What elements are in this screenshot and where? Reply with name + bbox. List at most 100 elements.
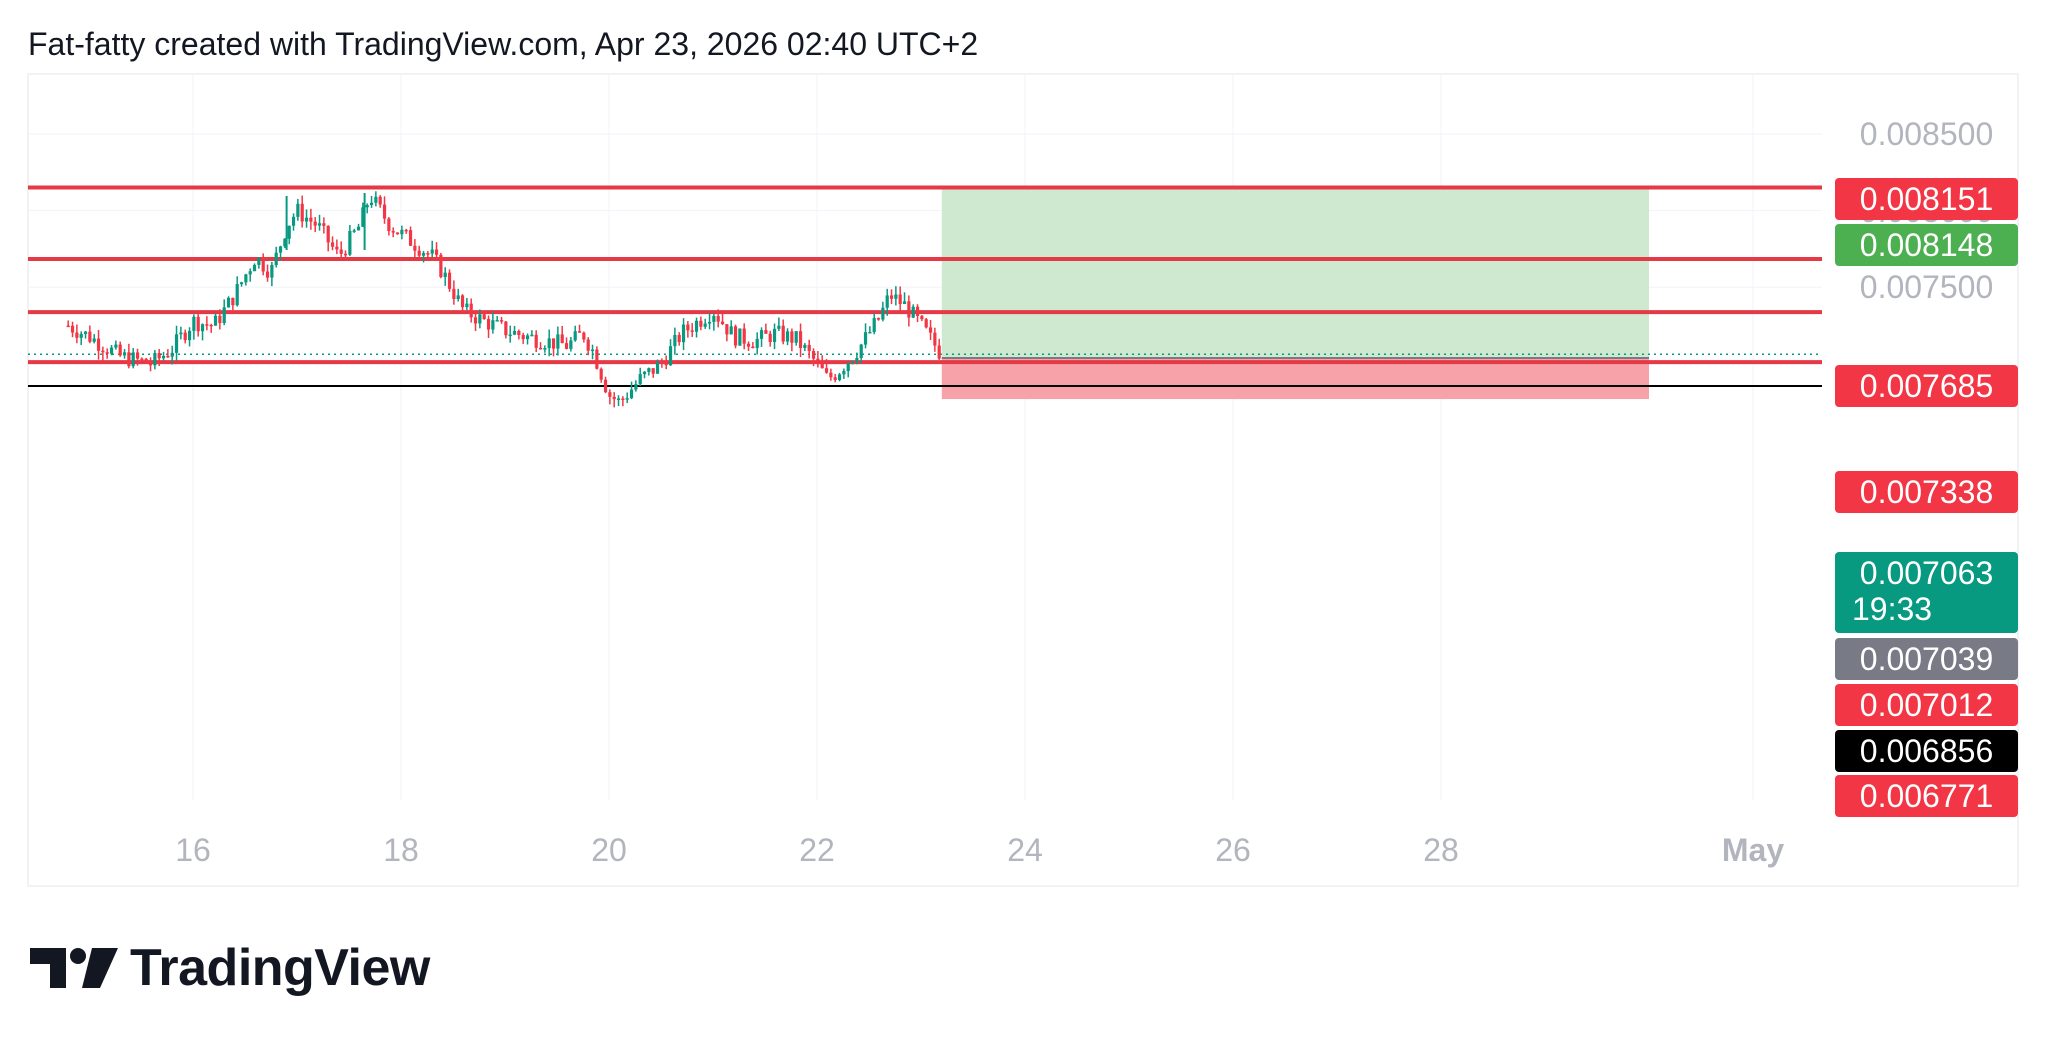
candle-body-up xyxy=(668,346,673,366)
candle-body-down xyxy=(768,333,772,343)
candle-body-down xyxy=(517,330,521,335)
candle-body-down xyxy=(504,321,508,336)
candle-body-down xyxy=(452,288,456,299)
tradingview-wordmark: TradingView xyxy=(130,939,430,997)
candle-body-down xyxy=(330,242,335,247)
candle-body-down xyxy=(460,295,465,308)
candle-body-down xyxy=(621,398,625,400)
candle-body-up xyxy=(647,368,651,372)
chart-frame xyxy=(27,73,2019,887)
candle-body-down xyxy=(599,368,603,380)
candle-body-up xyxy=(83,331,88,334)
candle-body-up xyxy=(192,316,196,331)
candle-body-up xyxy=(235,284,239,306)
candle-body-up xyxy=(759,330,764,339)
candle-body-up xyxy=(755,338,759,349)
candle-body-up xyxy=(131,352,135,367)
candle-body-down xyxy=(746,343,751,347)
candle-body-up xyxy=(270,265,274,278)
candle-body-down xyxy=(300,203,304,222)
price-tag-resistance-2: 0.007685 xyxy=(1835,365,2018,407)
candle-body-up xyxy=(703,323,707,327)
candle-body-down xyxy=(889,295,894,299)
candle-body-up xyxy=(491,320,495,330)
candle-body-up xyxy=(478,314,482,324)
candle-body-down xyxy=(781,325,785,342)
candle-body-up xyxy=(92,338,96,342)
candle-body-up xyxy=(369,202,374,206)
candle-body-down xyxy=(413,245,417,251)
candle-body-down xyxy=(313,221,317,226)
candle-body-down xyxy=(218,315,222,324)
candle-body-up xyxy=(109,347,114,354)
candle-body-up xyxy=(278,246,283,253)
candle-body-down xyxy=(261,257,265,272)
price-tag-resistance-3: 0.007338 xyxy=(1835,471,2018,513)
candle-body-up xyxy=(547,338,551,349)
candle-body-down xyxy=(105,352,109,354)
candle-body-down xyxy=(499,320,504,322)
candle-body-up xyxy=(694,320,699,332)
candle-body-up xyxy=(707,321,712,324)
candle-body-up xyxy=(456,295,460,299)
price-axis-tick: 0.007500 xyxy=(1859,269,1994,306)
candle-body-down xyxy=(166,355,170,358)
candle-body-up xyxy=(352,230,356,232)
candle-body-up xyxy=(287,225,291,239)
candle-body-up xyxy=(655,362,660,374)
candle-body-down xyxy=(933,332,937,346)
time-axis-tick: 24 xyxy=(1007,832,1043,868)
candle-body-down xyxy=(907,301,911,318)
candle-body-up xyxy=(361,207,365,227)
candle-body-up xyxy=(421,253,426,256)
candle-body-down xyxy=(742,328,746,344)
candle-body-up xyxy=(239,282,244,285)
candle-body-up xyxy=(850,361,855,364)
candle-body-down xyxy=(391,231,395,233)
candle-body-down xyxy=(88,331,92,342)
candle-body-up xyxy=(681,324,686,343)
candle-body-down xyxy=(928,327,933,333)
candle-body-down xyxy=(335,246,339,250)
time-axis-tick: 26 xyxy=(1215,832,1251,868)
candle-countdown: 19:33 xyxy=(1852,591,1933,627)
candle-body-down xyxy=(686,324,690,331)
candle-body-up xyxy=(213,315,218,326)
candle-body-down xyxy=(751,346,755,349)
current-price-tag: 0.007063 19:33 xyxy=(1835,552,2018,633)
candle-body-up xyxy=(634,384,638,390)
candle-body-down xyxy=(603,379,608,393)
candle-body-down xyxy=(699,320,703,327)
candle-body-down xyxy=(183,332,187,341)
candle-body-up xyxy=(556,334,560,349)
candle-body-down xyxy=(473,317,478,324)
candle-body-up xyxy=(803,344,807,348)
candle-body-up xyxy=(179,332,183,335)
candle-body-down xyxy=(586,339,590,351)
tradingview-logo-icon xyxy=(30,948,118,988)
candle-body-down xyxy=(577,331,582,333)
candle-body-down xyxy=(127,352,131,367)
candle-body-up xyxy=(837,374,842,380)
time-axis-tick: 22 xyxy=(799,832,835,868)
candle-body-down xyxy=(96,338,101,351)
candle-body-up xyxy=(374,196,378,203)
tradingview-logo[interactable]: TradingView xyxy=(30,938,430,998)
candle-body-down xyxy=(75,332,79,338)
position-zones xyxy=(941,187,1649,400)
candle-body-up xyxy=(495,320,499,322)
candle-body-up xyxy=(174,334,179,353)
candle-body-down xyxy=(486,318,491,330)
candle-body-up xyxy=(894,294,898,299)
candle-body-up xyxy=(625,398,629,400)
candle-body-up xyxy=(248,271,252,275)
candle-body-down xyxy=(829,372,833,378)
candle-body-down xyxy=(920,315,924,320)
price-tag-stop: 0.006771 xyxy=(1835,775,2018,817)
horizontal-lines xyxy=(28,185,1822,388)
candle-body-down xyxy=(205,324,209,326)
candle-body-down xyxy=(790,331,794,343)
candle-body-down xyxy=(339,249,343,254)
candle-body-up xyxy=(855,357,859,362)
